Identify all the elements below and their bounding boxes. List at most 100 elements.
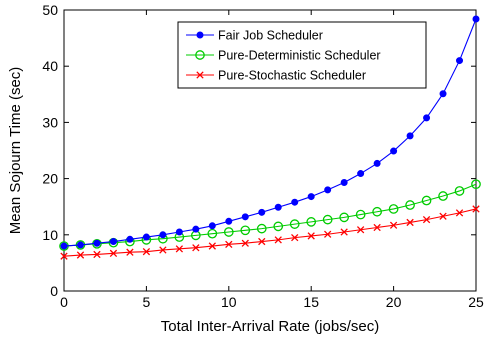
data-point [291,233,299,242]
data-point [406,218,414,227]
data-point [175,245,184,253]
data-point [405,200,415,210]
legend-box [177,21,427,89]
data-point [324,186,332,194]
cross-stroke [192,244,200,252]
cross-stroke [175,245,184,253]
data-point [422,215,431,224]
data-point [241,213,249,221]
data-point [357,170,365,178]
y-tick-label: 40 [42,58,58,74]
data-point [389,221,398,229]
plot-area: 0 5 10 15 20 25 0 10 20 30 40 50 [42,2,484,310]
cross-stroke [241,239,249,247]
data-point [454,186,465,196]
data-point [390,147,398,155]
legend-label: Fair Job Scheduler [218,29,323,43]
axes-box [63,9,477,292]
data-point [258,208,266,216]
x-tick-label: 5 [143,294,151,310]
data-point [373,223,381,232]
data-point [93,250,101,259]
cross-stroke [455,209,464,217]
data-point [142,233,150,241]
y-tick-label: 20 [42,171,58,187]
cross-stroke [472,205,480,213]
data-point [289,219,300,229]
data-point [240,225,251,236]
data-point [241,239,249,247]
cross-stroke [439,212,447,220]
data-point [142,248,151,256]
data-point [207,228,218,239]
data-point [76,241,84,249]
data-point [472,205,480,213]
data-point [471,179,481,190]
data-point [126,248,134,256]
data-point [322,214,333,225]
data-point [291,198,299,206]
data-point [192,244,200,252]
cross-stroke [324,230,332,238]
data-point [388,204,399,214]
legend-marker [195,50,205,60]
data-point [274,236,282,244]
series-line [63,208,477,257]
data-point [372,206,382,217]
data-point [159,231,167,239]
cross-stroke [126,248,134,256]
cross-stroke [225,240,233,249]
legend: Fair Job Scheduler Pure-Deterministic Sch… [177,21,427,89]
cross-stroke [274,236,282,244]
x-tick-label: 20 [386,294,402,310]
y-tick-label: 50 [42,2,58,18]
y-tick-label: 10 [42,227,58,243]
cross-stroke [291,233,299,242]
cross-stroke [93,250,101,259]
data-point [439,90,447,98]
legend-label: Pure-Stochastic Scheduler [218,69,366,83]
data-point [274,203,282,211]
legend-entry: Fair Job Scheduler [186,29,323,43]
cross-stroke [208,242,216,250]
data-point [373,159,381,167]
data-point [258,237,266,246]
cross-stroke [422,215,431,224]
data-point [339,212,350,223]
cross-stroke [258,237,266,246]
cross-stroke [406,218,414,227]
data-point [223,227,234,237]
cross-stroke [356,226,365,234]
data-point [307,232,315,240]
data-point [192,225,200,233]
data-point [340,228,348,236]
data-point [423,114,431,122]
x-axis-label: Total Inter-Arrival Rate (jobs/sec) [161,318,379,335]
data-point [208,222,216,230]
data-point [439,212,447,220]
series-fair-job-scheduler [60,15,480,250]
y-axis-label: Mean Sojourn Time (sec) [7,67,24,235]
data-point [472,15,480,23]
data-point [225,217,233,225]
x-tick-label: 0 [60,294,68,310]
legend-marker [196,71,204,79]
legend-entry: Pure-Stochastic Scheduler [186,69,366,83]
cross-stroke [76,251,85,259]
data-point [307,193,315,201]
data-point [340,179,348,187]
legend-marker [196,31,204,39]
data-point [256,223,267,234]
data-point [93,239,101,247]
cross-stroke [142,248,151,256]
data-point [208,242,216,250]
x-tick-label: 10 [221,294,237,310]
data-point [60,242,68,250]
data-point [159,246,167,254]
data-point [126,235,134,243]
cross-stroke [389,221,398,229]
data-point [455,209,464,217]
data-point [355,209,366,220]
